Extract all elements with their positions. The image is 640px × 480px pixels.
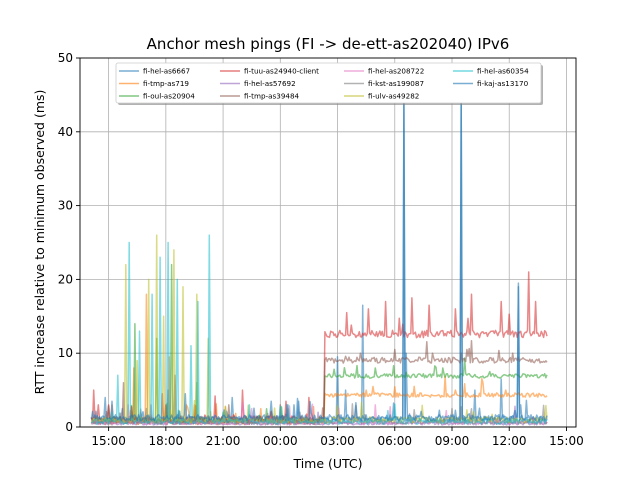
- y-tick-label: 10: [58, 346, 73, 360]
- y-tick-label: 40: [58, 125, 73, 139]
- x-tick-label: 03:00: [320, 434, 355, 448]
- y-tick-label: 50: [58, 51, 73, 65]
- x-tick-label: 15:00: [549, 434, 584, 448]
- legend-label-fi-hel-as60354: fi-hel-as60354: [477, 67, 529, 76]
- axes-frame: [79, 57, 577, 428]
- x-tick-label: 00:00: [263, 434, 298, 448]
- plot-area: [90, 101, 548, 426]
- tick-labels: 15:00 18:00 21:00 00:00 03:00 06:00 09:00 12:00…: [58, 51, 584, 448]
- x-tick-label: 21:00: [206, 434, 241, 448]
- x-tick-label: 18:00: [149, 434, 184, 448]
- x-tick-label: 15:00: [91, 434, 126, 448]
- legend-label-fi-oul-as20904: fi-oul-as20904: [143, 92, 195, 101]
- legend: fi-hel-as6667 fi-tmp-as719 fi-oul-as20904 f…: [115, 62, 543, 105]
- x-tick-label: 09:00: [435, 434, 470, 448]
- series-line-fi-kaj-as13170: [90, 101, 548, 422]
- chart-title: Anchor mesh pings (FI -> de-ett-as202040…: [147, 35, 510, 53]
- legend-label-fi-kaj-as13170: fi-kaj-as13170: [477, 79, 529, 88]
- y-tick-label: 0: [65, 420, 73, 434]
- y-tick-label: 20: [58, 272, 73, 286]
- series-line-fi-hel-as60354: [91, 234, 548, 426]
- legend-label-fi-tuu-as24940-client: fi-tuu-as24940-client: [244, 67, 319, 76]
- legend-label-fi-tmp-as39484: fi-tmp-as39484: [244, 92, 300, 101]
- legend-label-fi-kst-as199087: fi-kst-as199087: [368, 79, 424, 88]
- x-axis-label: Time (UTC): [292, 456, 362, 471]
- y-axis-label: RTT increase relative to minimum observe…: [32, 90, 47, 395]
- legend-label-fi-tmp-as719: fi-tmp-as719: [143, 79, 189, 88]
- legend-label-fi-hel-as57692: fi-hel-as57692: [244, 79, 296, 88]
- legend-label-fi-ulv-as49282: fi-ulv-as49282: [368, 92, 419, 101]
- x-tick-label: 06:00: [377, 434, 412, 448]
- y-tick-label: 30: [58, 199, 73, 213]
- legend-label-fi-hel-as208722: fi-hel-as208722: [368, 67, 424, 76]
- x-tick-label: 12:00: [492, 434, 527, 448]
- legend-label-fi-hel-as6667: fi-hel-as6667: [143, 67, 190, 76]
- axes: [79, 57, 577, 428]
- legend-box: [115, 62, 542, 104]
